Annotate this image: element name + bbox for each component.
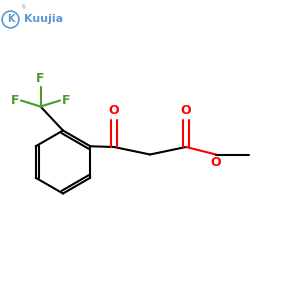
Text: Kuujia: Kuujia	[24, 14, 63, 25]
Text: O: O	[211, 156, 221, 169]
Text: ®: ®	[20, 5, 26, 10]
Text: K: K	[7, 14, 14, 25]
Text: O: O	[181, 104, 191, 117]
Text: F: F	[11, 94, 20, 107]
Text: F: F	[36, 73, 45, 85]
Text: O: O	[109, 104, 119, 117]
Text: F: F	[61, 94, 70, 107]
